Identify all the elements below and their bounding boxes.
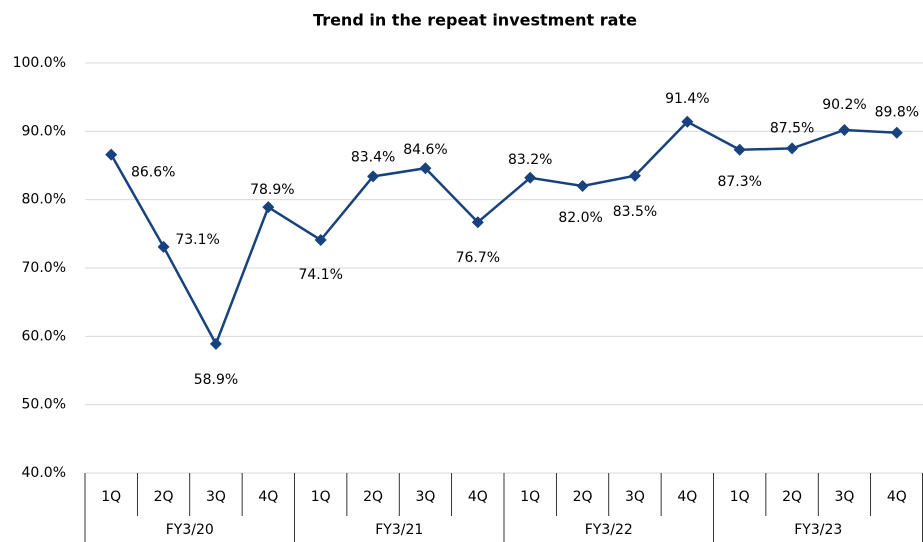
data-label: 90.2%	[822, 97, 866, 113]
x-tick-label: 3Q	[415, 489, 435, 505]
data-label: 84.6%	[403, 142, 447, 158]
marker	[314, 233, 327, 246]
y-tick-label: 60.0%	[22, 328, 66, 344]
marker	[890, 126, 903, 139]
x-tick-label: 3Q	[625, 489, 645, 505]
x-tick-label: 4Q	[887, 489, 907, 505]
y-tick-label: 40.0%	[22, 465, 66, 481]
chart-title: Trend in the repeat investment rate	[313, 11, 637, 30]
data-label: 58.9%	[194, 372, 238, 388]
marker	[628, 169, 641, 182]
y-tick-label: 80.0%	[22, 192, 66, 208]
marker	[419, 162, 432, 175]
group-label: FY3/22	[585, 522, 633, 538]
data-label: 86.6%	[131, 165, 175, 181]
marker	[576, 180, 589, 192]
x-tick-label: 3Q	[834, 489, 854, 505]
marker	[786, 142, 799, 155]
x-tick-label: 2Q	[363, 489, 383, 505]
data-label: 87.3%	[717, 174, 761, 190]
x-tick-label: 4Q	[677, 489, 697, 505]
data-label: 83.2%	[508, 152, 552, 168]
y-tick-label: 100.0%	[13, 55, 66, 71]
y-tick-label: 90.0%	[22, 123, 66, 139]
marker	[524, 171, 537, 184]
y-tick-label: 50.0%	[22, 397, 66, 413]
data-label: 91.4%	[665, 91, 709, 107]
marker	[681, 115, 694, 128]
data-label: 87.5%	[770, 120, 814, 136]
line	[110, 120, 897, 347]
marker	[838, 123, 851, 136]
data-label: 82.0%	[558, 210, 602, 226]
x-tick-label: 2Q	[154, 489, 174, 505]
group-label: FY3/21	[375, 522, 423, 538]
x-tick-label: 1Q	[520, 489, 540, 505]
data-label: 83.4%	[351, 149, 395, 165]
marker	[157, 240, 170, 253]
data-label: 78.9%	[250, 182, 294, 198]
x-tick-label: 2Q	[573, 489, 593, 505]
data-label: 89.8%	[875, 105, 919, 121]
group-label: FY3/20	[166, 522, 214, 538]
marker	[733, 143, 746, 156]
marker	[262, 201, 275, 214]
x-tick-label: 3Q	[206, 489, 226, 505]
marker	[367, 170, 380, 183]
x-tick-label: 1Q	[101, 489, 121, 505]
marker	[471, 216, 484, 229]
x-tick-label: 1Q	[730, 489, 750, 505]
data-label: 73.1%	[175, 232, 219, 248]
x-tick-label: 2Q	[782, 489, 802, 505]
x-tick-label: 4Q	[258, 489, 278, 505]
data-label: 74.1%	[298, 267, 342, 283]
data-label: 83.5%	[613, 204, 657, 220]
x-tick-label: 1Q	[311, 489, 331, 505]
marker	[105, 148, 118, 161]
data-label: 76.7%	[456, 250, 500, 266]
group-label: FY3/23	[794, 522, 842, 538]
x-tick-label: 4Q	[468, 489, 488, 505]
y-tick-label: 70.0%	[22, 260, 66, 276]
marker	[209, 337, 222, 350]
